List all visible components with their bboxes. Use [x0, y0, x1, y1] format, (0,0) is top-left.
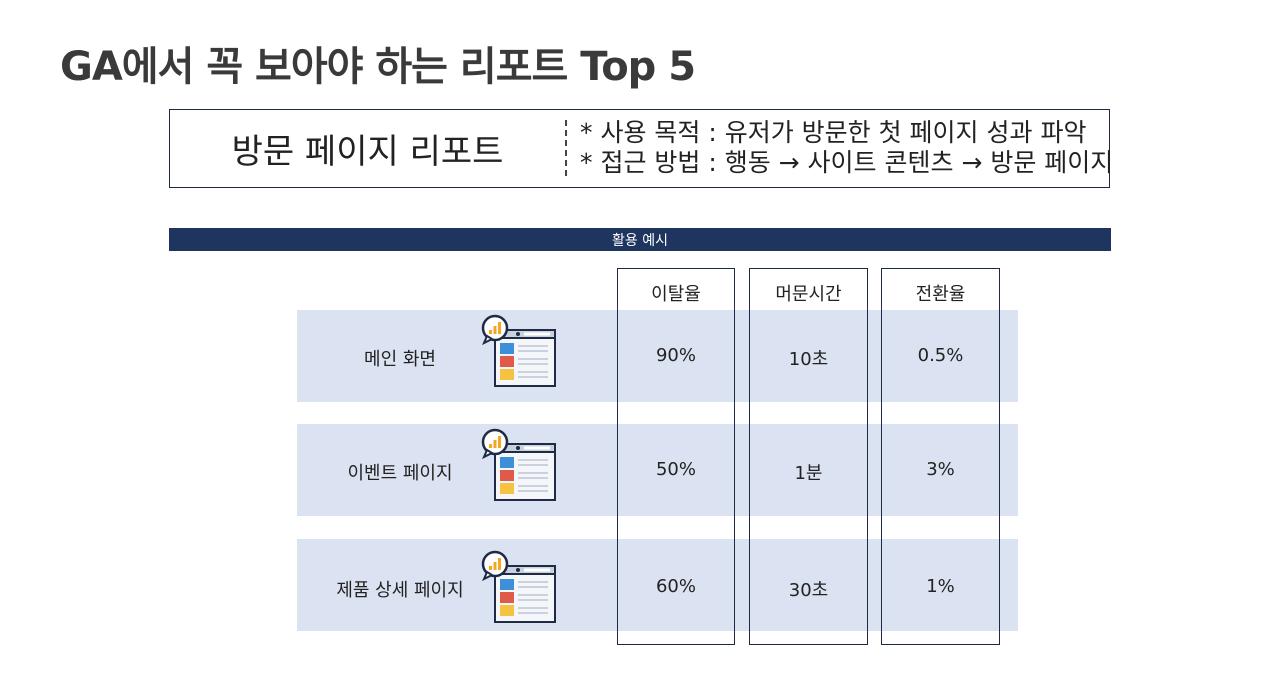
report-notes: * 사용 목적 : 유저가 방문한 첫 페이지 성과 파악 * 접근 방법 : … [580, 118, 1113, 178]
analytics-page-icon [481, 314, 556, 387]
section-label: 활용 예시 [612, 232, 668, 249]
table-cell: 1% [926, 576, 955, 597]
section-bar: 활용 예시 [169, 228, 1111, 251]
column-bounce-rate [617, 268, 735, 645]
table-cell: 10초 [788, 349, 829, 370]
header-conversion-rate: 전환율 [915, 284, 966, 305]
column-conversion-rate [881, 268, 1000, 645]
table-cell: 1분 [794, 463, 823, 484]
report-access-path: * 접근 방법 : 행동 → 사이트 콘텐츠 → 방문 페이지 [580, 148, 1114, 177]
analytics-page-icon [481, 550, 556, 623]
row-label-product: 제품 상세 페이지 [336, 580, 464, 601]
table-cell: 50% [655, 459, 696, 480]
table-cell: 30초 [788, 580, 829, 601]
table-row-bg [297, 310, 1018, 402]
report-divider [565, 120, 567, 176]
header-dwell-time: 머문시간 [775, 284, 842, 305]
table-cell: 0.5% [917, 345, 964, 366]
report-name: 방문 페이지 리포트 [231, 132, 504, 172]
row-label-event: 이벤트 페이지 [347, 463, 453, 484]
report-info-box: 방문 페이지 리포트 * 사용 목적 : 유저가 방문한 첫 페이지 성과 파악… [169, 109, 1113, 188]
table-cell: 60% [655, 576, 696, 597]
table-cell: 90% [655, 345, 696, 366]
column-dwell-time [749, 268, 868, 645]
analytics-page-icon [481, 428, 556, 501]
table-row-bg [297, 539, 1018, 631]
report-purpose: * 사용 목적 : 유저가 방문한 첫 페이지 성과 파악 [580, 118, 1087, 147]
row-label-main: 메인 화면 [364, 349, 436, 370]
table-cell: 3% [926, 459, 955, 480]
header-bounce-rate: 이탈율 [651, 284, 701, 305]
page-title: GA에서 꼭 보아야 하는 리포트 Top 5 [60, 44, 696, 90]
table-row-bg [297, 424, 1018, 516]
